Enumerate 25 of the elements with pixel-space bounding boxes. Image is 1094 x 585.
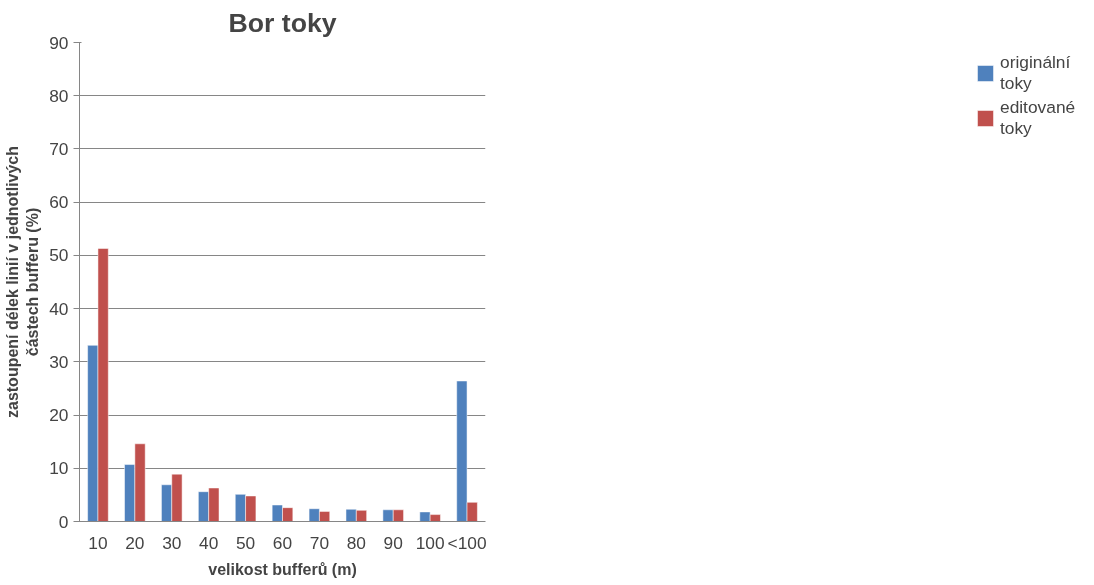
y-tick-label: 70 <box>49 138 69 159</box>
x-tick-label: 100 <box>415 532 445 553</box>
y-tick-label: 0 <box>58 511 69 532</box>
x-tick-label: 90 <box>383 532 403 553</box>
y-tick-label: 90 <box>49 32 69 53</box>
x-tick-label: 10 <box>88 532 108 553</box>
y-tick-label: 60 <box>49 192 69 213</box>
x-tick-label: 60 <box>272 532 293 553</box>
y-tick-label: 80 <box>49 85 69 106</box>
x-tick-label: 70 <box>309 532 330 553</box>
y-tick-label: 50 <box>49 245 69 266</box>
chart-title: Bor toky <box>228 7 337 38</box>
x-tick-label: 80 <box>346 532 366 553</box>
x-tick-label: 50 <box>235 532 256 553</box>
x-tick-label: 30 <box>162 532 182 553</box>
x-tick-label: 40 <box>199 532 219 553</box>
y-tick-label: 30 <box>49 351 69 372</box>
y-tick-label: 10 <box>49 458 69 479</box>
y-tick-label: 40 <box>49 298 69 319</box>
y-tick-label: 20 <box>49 405 69 426</box>
legend-label: editované toky <box>1000 97 1077 139</box>
x-tick-label: <100 <box>447 532 487 553</box>
y-axis-title: zastoupení délek linií v jednotlivých částech bufferu (%) <box>3 145 42 419</box>
x-tick-label: 20 <box>125 532 145 553</box>
x-axis-title: velikost bufferů (m) <box>208 560 357 578</box>
